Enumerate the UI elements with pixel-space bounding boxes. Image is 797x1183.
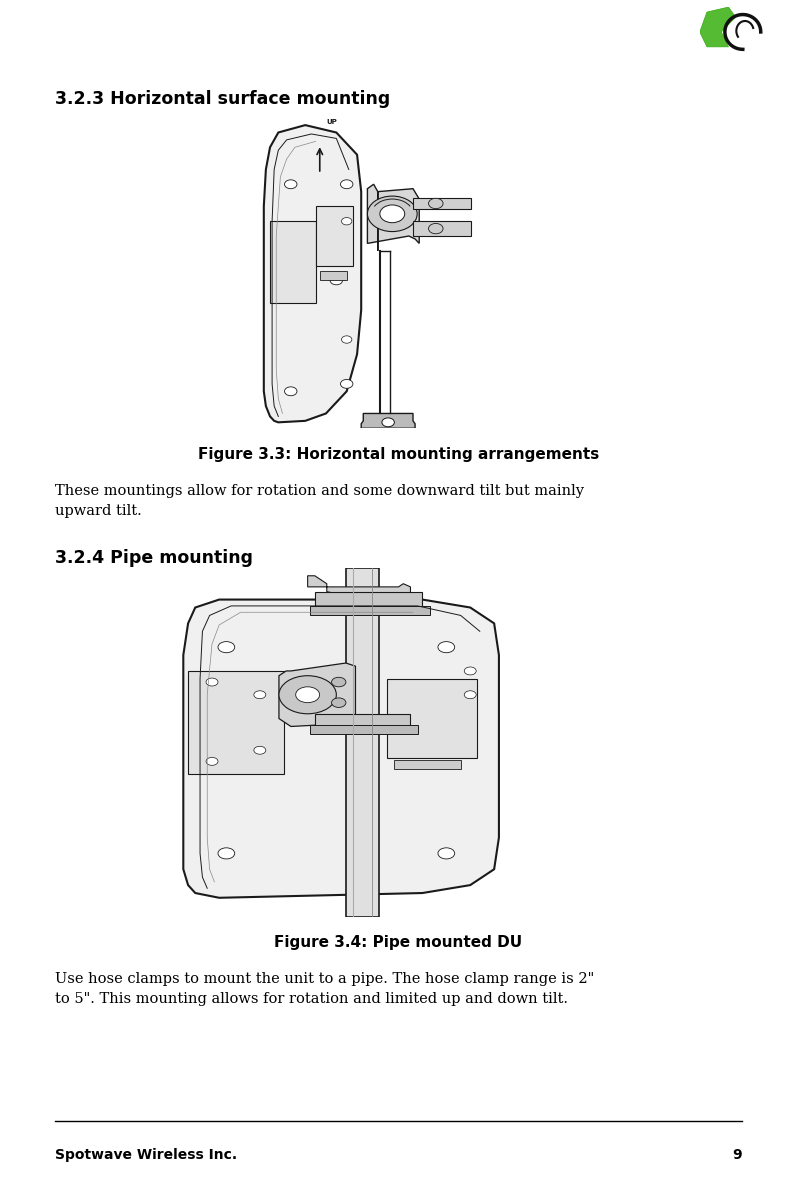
- Text: Spotwave Wireless Inc.: Spotwave Wireless Inc.: [55, 1148, 238, 1162]
- Polygon shape: [361, 414, 415, 428]
- Polygon shape: [183, 600, 499, 898]
- Text: UP: UP: [327, 119, 338, 125]
- Text: 9: 9: [732, 1148, 742, 1162]
- Text: Use hose clamps to mount the unit to a pipe. The hose clamp range is 2"
to 5". T: Use hose clamps to mount the unit to a p…: [55, 972, 595, 1007]
- Circle shape: [438, 745, 454, 756]
- Circle shape: [380, 205, 405, 222]
- FancyBboxPatch shape: [270, 221, 316, 303]
- FancyBboxPatch shape: [413, 198, 471, 209]
- Circle shape: [340, 180, 353, 188]
- Polygon shape: [308, 576, 410, 608]
- Circle shape: [464, 691, 477, 699]
- Circle shape: [429, 199, 443, 208]
- Text: These mountings allow for rotation and some downward tilt but mainly
upward tilt: These mountings allow for rotation and s…: [55, 484, 584, 518]
- Circle shape: [464, 667, 477, 675]
- Circle shape: [342, 336, 352, 343]
- FancyBboxPatch shape: [320, 272, 347, 280]
- FancyBboxPatch shape: [315, 592, 422, 608]
- Circle shape: [285, 276, 297, 285]
- Circle shape: [218, 848, 234, 859]
- Circle shape: [340, 380, 353, 388]
- Polygon shape: [279, 662, 355, 726]
- Circle shape: [206, 757, 218, 765]
- FancyBboxPatch shape: [394, 759, 461, 769]
- Ellipse shape: [346, 593, 379, 606]
- Circle shape: [330, 276, 343, 285]
- Circle shape: [206, 678, 218, 686]
- Circle shape: [438, 641, 454, 653]
- Circle shape: [296, 687, 320, 703]
- Polygon shape: [367, 185, 419, 251]
- Circle shape: [382, 418, 395, 427]
- FancyBboxPatch shape: [316, 207, 353, 266]
- Polygon shape: [700, 7, 736, 47]
- Text: 3.2.3 Horizontal surface mounting: 3.2.3 Horizontal surface mounting: [55, 90, 391, 108]
- Circle shape: [279, 675, 336, 713]
- Circle shape: [253, 746, 266, 755]
- Text: Figure 3.3: Horizontal mounting arrangements: Figure 3.3: Horizontal mounting arrangem…: [198, 447, 599, 463]
- Circle shape: [218, 641, 234, 653]
- FancyBboxPatch shape: [315, 713, 410, 726]
- Circle shape: [332, 678, 346, 687]
- FancyBboxPatch shape: [310, 725, 418, 735]
- Circle shape: [342, 218, 352, 225]
- Circle shape: [218, 745, 234, 756]
- FancyBboxPatch shape: [413, 221, 471, 237]
- Circle shape: [285, 387, 297, 395]
- FancyBboxPatch shape: [387, 679, 477, 758]
- Text: Figure 3.4: Pipe mounted DU: Figure 3.4: Pipe mounted DU: [274, 935, 523, 950]
- Polygon shape: [264, 125, 361, 422]
- Circle shape: [429, 224, 443, 234]
- FancyBboxPatch shape: [188, 671, 284, 774]
- Circle shape: [253, 691, 266, 699]
- FancyBboxPatch shape: [346, 568, 379, 917]
- Circle shape: [332, 698, 346, 707]
- Circle shape: [285, 180, 297, 188]
- Circle shape: [367, 196, 417, 232]
- FancyBboxPatch shape: [310, 606, 430, 615]
- Circle shape: [438, 848, 454, 859]
- Text: 3.2.4 Pipe mounting: 3.2.4 Pipe mounting: [55, 549, 253, 567]
